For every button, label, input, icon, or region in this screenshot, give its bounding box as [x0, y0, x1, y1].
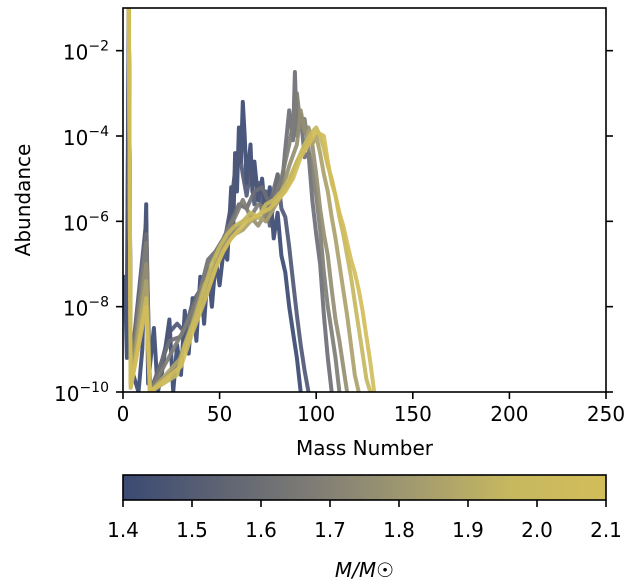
x-tick-label: 0 [117, 402, 130, 426]
y-tick-label: 10−8 [63, 295, 109, 321]
x-tick-label: 50 [207, 402, 232, 426]
series-line-2-1 [126, 8, 377, 392]
y-tick-label: 10−10 [54, 380, 109, 406]
colorbar-frame [122, 474, 607, 501]
series-line-1-8 [126, 8, 350, 392]
y-tick-label: 10−6 [63, 209, 109, 235]
plot-frame [122, 7, 607, 393]
colorbar-tick-label: 2.1 [590, 518, 622, 542]
colorbar-tick-label: 1.5 [176, 518, 208, 542]
colorbar-tick-label: 1.9 [452, 518, 484, 542]
colorbar [123, 475, 606, 500]
x-tick-label: 100 [297, 402, 335, 426]
colorbar-tick-label: 2.0 [521, 518, 553, 542]
series-line-2 [126, 8, 373, 392]
x-axis: 0 50 100 150 200 250 [117, 392, 625, 426]
x-tick-label: 200 [490, 402, 528, 426]
colorbar-tick-label: 1.8 [383, 518, 415, 542]
x-tick-label: 150 [394, 402, 432, 426]
colorbar-tick-label: 1.7 [314, 518, 346, 542]
y-axis: 10−2 10−4 10−6 10−8 10−10 [54, 39, 613, 406]
y-tick-label: 10−4 [63, 124, 109, 150]
y-tick-label: 10−2 [63, 39, 109, 65]
colorbar-tick-label: 1.4 [107, 518, 139, 542]
x-tick-label: 250 [587, 402, 625, 426]
y-axis-label: Abundance [11, 144, 35, 257]
colorbar-tick-label: 1.6 [245, 518, 277, 542]
colorbar-axis: 1.4 1.5 1.6 1.7 1.8 1.9 2.0 2.1 [107, 500, 622, 542]
series-layer [123, 8, 377, 392]
colorbar-label: M/M☉ [335, 558, 394, 582]
x-axis-label: Mass Number [296, 436, 434, 460]
